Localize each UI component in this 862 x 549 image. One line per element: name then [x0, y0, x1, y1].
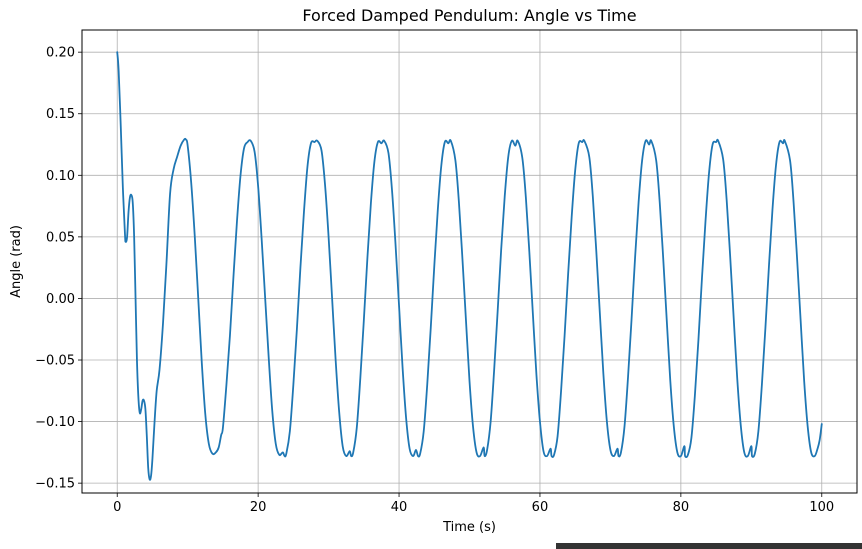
x-tick-label: 60 [532, 500, 549, 515]
x-tick-label: 0 [113, 500, 121, 515]
y-tick-label: 0.10 [46, 169, 75, 184]
y-tick-label: 0.00 [46, 292, 75, 307]
y-tick-label: −0.10 [35, 415, 75, 430]
series-layer [116, 51, 823, 481]
axis-ticks: 0 20 40 60 80 100 −0.15 −0.10 −0.05 0.00 0.05 0.10 0… [35, 46, 834, 515]
x-axis-label: Time (s) [442, 520, 496, 535]
y-tick-label: 0.05 [46, 230, 75, 245]
y-tick-label: −0.05 [35, 354, 75, 369]
y-tick-label: 0.15 [46, 107, 75, 122]
x-tick-label: 40 [391, 500, 408, 515]
bottom-scroll-bar [556, 543, 862, 549]
y-tick-label: −0.15 [35, 477, 75, 492]
y-tick-label: 0.20 [46, 46, 75, 61]
x-tick-label: 100 [809, 500, 834, 515]
angle-series-line [116, 51, 823, 481]
x-tick-label: 20 [250, 500, 267, 515]
grid-lines [82, 30, 857, 493]
plot-area-frame [81, 29, 858, 494]
chart-title: Forced Damped Pendulum: Angle vs Time [302, 6, 636, 25]
x-tick-label: 80 [673, 500, 690, 515]
y-axis-label: Angle (rad) [9, 225, 24, 298]
